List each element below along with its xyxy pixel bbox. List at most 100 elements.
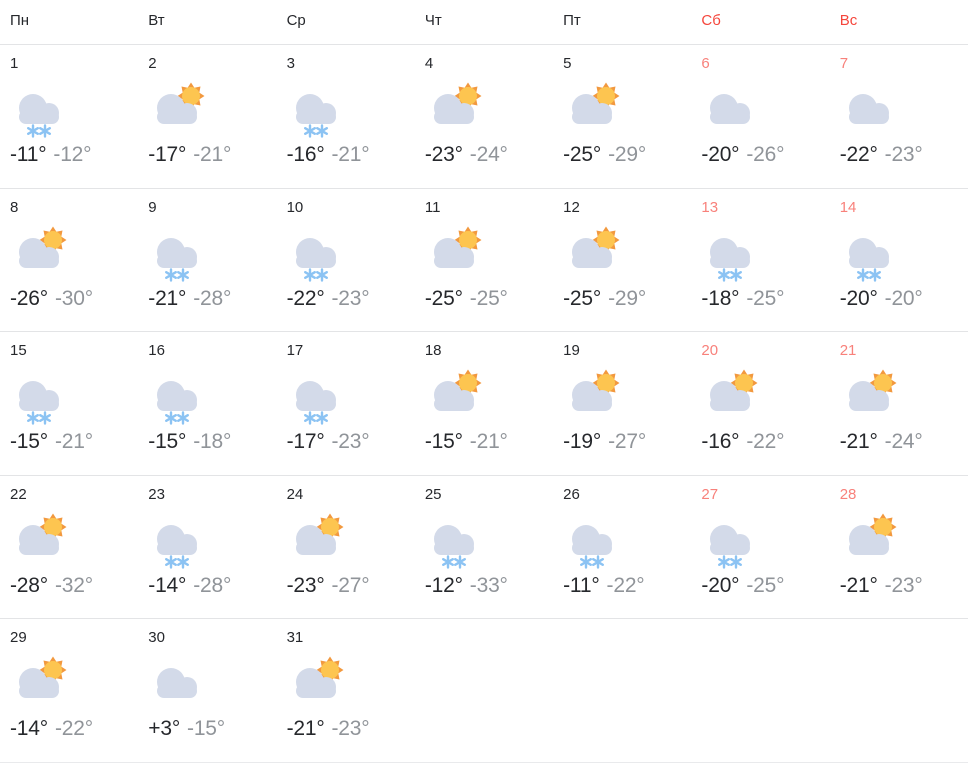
day-temperatures: -21° -23° bbox=[840, 574, 923, 598]
weekday-label-3: Ср bbox=[286, 12, 306, 29]
day-temperatures: -21° -28° bbox=[148, 287, 231, 311]
cloud-sun-icon bbox=[565, 364, 623, 426]
cloud-sun-icon bbox=[842, 364, 900, 426]
day-cell-6[interactable]: 6 bbox=[691, 44, 830, 188]
day-number: 26 bbox=[563, 485, 580, 503]
day-cell-3[interactable]: 3 bbox=[276, 44, 415, 188]
sun-icon bbox=[316, 656, 344, 684]
cloud-sun-icon bbox=[565, 221, 623, 283]
day-cell-28[interactable]: 28 bbox=[829, 474, 968, 619]
cloud-icon bbox=[157, 237, 198, 268]
day-temperatures: -25° -29° bbox=[563, 143, 646, 167]
cloud-sun-icon bbox=[703, 364, 761, 426]
day-number: 18 bbox=[424, 342, 442, 360]
day-temperatures: -22° -23° bbox=[840, 143, 923, 167]
cloud-icon bbox=[19, 237, 59, 268]
day-cell-21[interactable]: 21 bbox=[829, 331, 968, 475]
day-number: 16 bbox=[148, 342, 165, 360]
cloud-icon bbox=[848, 524, 889, 555]
snowflakes-icon bbox=[165, 411, 190, 425]
day-cell-10[interactable]: 10 bbox=[276, 187, 415, 332]
snowflakes-icon bbox=[303, 267, 328, 282]
cloud-icon bbox=[295, 668, 336, 699]
day-temp-high: -23° bbox=[424, 143, 463, 166]
day-temperatures: -17° -23° bbox=[287, 430, 370, 454]
day-temp-low: -20° bbox=[884, 286, 923, 310]
sun-icon bbox=[39, 656, 67, 684]
day-number: 4 bbox=[424, 55, 434, 72]
day-temp-low: -22° bbox=[54, 717, 93, 741]
day-temp-high: -20° bbox=[701, 143, 740, 166]
day-cell-13[interactable]: 13 bbox=[691, 187, 830, 332]
day-temp-low: -15° bbox=[187, 717, 225, 741]
day-number: 19 bbox=[563, 342, 580, 360]
day-temp-low: -24° bbox=[884, 430, 923, 454]
snowflakes-icon bbox=[303, 411, 328, 425]
day-number: 2 bbox=[148, 55, 157, 72]
day-temp-low: -28° bbox=[193, 286, 232, 310]
snowflakes-icon bbox=[718, 555, 743, 569]
day-cell-23[interactable]: 23 bbox=[138, 474, 277, 619]
cloud-icon bbox=[295, 524, 336, 555]
day-temp-low: -22° bbox=[606, 573, 645, 597]
day-number: 28 bbox=[839, 485, 857, 503]
sun-icon bbox=[177, 82, 205, 110]
day-cell-26[interactable]: 26 bbox=[553, 474, 692, 619]
day-temp-low: -32° bbox=[54, 573, 93, 597]
day-temp-high: -26° bbox=[10, 286, 48, 310]
day-number: 30 bbox=[148, 629, 165, 647]
day-cell-31[interactable]: 31 bbox=[276, 618, 415, 762]
day-temperatures: -18° -25° bbox=[701, 287, 784, 311]
cloud-snow-icon bbox=[289, 221, 347, 283]
cloud-icon bbox=[572, 94, 613, 124]
day-cell-22[interactable]: 22 bbox=[0, 474, 139, 619]
day-temp-low: -23° bbox=[331, 430, 370, 454]
day-cell-12[interactable]: 12 bbox=[553, 187, 692, 332]
day-temp-high: -16° bbox=[286, 143, 325, 166]
cloud-icon bbox=[295, 94, 336, 124]
day-cell-27[interactable]: 27 bbox=[691, 474, 830, 619]
day-cell-19[interactable]: 19 bbox=[553, 331, 692, 475]
day-temperatures: -25° -25° bbox=[425, 287, 508, 311]
cloud-snow-icon bbox=[842, 221, 900, 283]
day-temp-low: -23° bbox=[884, 143, 923, 166]
cloud-icon bbox=[710, 524, 751, 555]
cloud-snow-icon bbox=[703, 221, 761, 283]
day-temp-low: -21° bbox=[54, 430, 93, 454]
day-cell-9[interactable]: 9 bbox=[138, 187, 277, 332]
sun-icon bbox=[869, 369, 897, 397]
day-cell-18[interactable]: 18 bbox=[414, 331, 554, 475]
cloud-icon bbox=[433, 237, 474, 268]
day-number: 10 bbox=[286, 198, 304, 216]
day-temp-high: -19° bbox=[563, 430, 602, 454]
snowflakes-icon bbox=[856, 267, 881, 282]
day-temp-low: -21° bbox=[469, 430, 508, 454]
sun-icon bbox=[869, 513, 897, 541]
sun-icon bbox=[592, 226, 620, 254]
day-cell-30[interactable]: 30 bbox=[138, 618, 277, 762]
day-number: 29 bbox=[10, 629, 27, 647]
day-temperatures: -14° -28° bbox=[148, 574, 231, 598]
day-cell-7[interactable]: 7 bbox=[829, 44, 968, 188]
weekday-label-5: Пт bbox=[563, 12, 581, 29]
day-cell-4[interactable]: 4 bbox=[414, 44, 554, 188]
day-cell-25[interactable]: 25 bbox=[414, 474, 554, 619]
cloud-icon bbox=[295, 237, 336, 268]
day-cell-1[interactable]: 1 bbox=[0, 44, 139, 188]
day-cell-2[interactable]: 2 bbox=[138, 44, 277, 188]
cloud-sun-icon bbox=[289, 651, 347, 713]
sun-icon bbox=[730, 369, 758, 397]
day-cell-20[interactable]: 20 bbox=[691, 331, 830, 475]
day-cell-15[interactable]: 15 bbox=[0, 331, 139, 475]
day-cell-8[interactable]: 8 bbox=[0, 187, 139, 332]
day-cell-17[interactable]: 17 bbox=[276, 331, 415, 475]
day-cell-5[interactable]: 5 bbox=[553, 44, 692, 188]
day-cell-16[interactable]: 16 bbox=[138, 331, 277, 475]
day-temperatures: -23° -27° bbox=[287, 574, 370, 598]
day-temperatures: -21° -24° bbox=[840, 430, 923, 454]
day-cell-14[interactable]: 14 bbox=[829, 187, 968, 332]
day-cell-29[interactable]: 29 bbox=[0, 618, 139, 762]
day-cell-24[interactable]: 24 bbox=[276, 474, 415, 619]
snowflakes-icon bbox=[27, 124, 51, 138]
day-cell-11[interactable]: 11 bbox=[414, 187, 554, 332]
